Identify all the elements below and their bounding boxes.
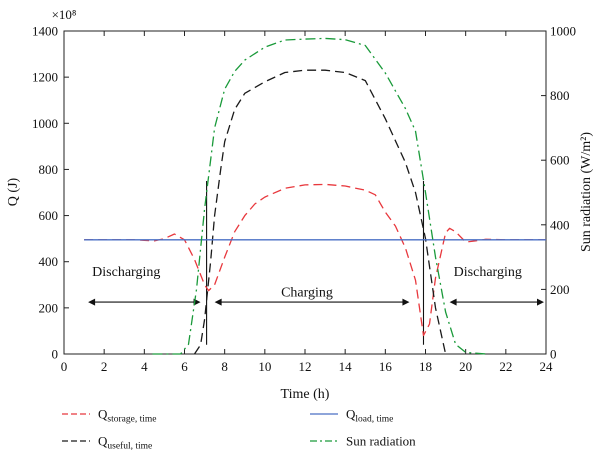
y2-tick-label: 400 <box>550 217 570 232</box>
x-tick-label: 20 <box>459 359 472 374</box>
arrow-head <box>402 298 410 306</box>
x-tick-label: 16 <box>379 359 393 374</box>
x-tick-label: 22 <box>499 359 512 374</box>
y-tick-label: 600 <box>39 208 59 223</box>
y2-tick-label: 1000 <box>550 24 576 39</box>
arrow-head <box>536 298 544 306</box>
legend-label-storage: Qstorage, time <box>98 407 156 425</box>
x-tick-label: 2 <box>101 359 108 374</box>
x-tick-label: 6 <box>181 359 188 374</box>
series-lines <box>84 37 546 355</box>
y2-tick-label: 800 <box>550 88 570 103</box>
y-tick-label: 0 <box>52 347 59 362</box>
x-tick-label: 8 <box>221 359 228 374</box>
plot-frame <box>63 30 547 355</box>
y2-tick-label: 0 <box>550 347 557 362</box>
y2-tick-label: 200 <box>550 282 570 297</box>
x-tick-label: 10 <box>258 359 271 374</box>
arrow-head <box>88 298 96 306</box>
chart-annotations: Discharging Charging Discharging <box>92 265 522 301</box>
x-tick-label: 24 <box>540 359 554 374</box>
x-tick-label: 0 <box>61 359 68 374</box>
y-tick-label: 1200 <box>32 70 58 85</box>
x-tick-label: 18 <box>419 359 432 374</box>
y-tick-label: 1400 <box>32 24 58 39</box>
arrow-head <box>449 298 457 306</box>
legend: Qstorage, time Quseful, time Qload, time Su… <box>62 407 416 452</box>
chart-marks <box>88 180 544 345</box>
legend-label-sun: Sun radiation <box>346 434 416 449</box>
arrow-head <box>214 298 222 306</box>
period-label: Discharging <box>92 265 160 280</box>
y-tick-label: 800 <box>39 162 59 177</box>
y2-tick-label: 600 <box>550 153 570 168</box>
y-tick-label: 1000 <box>32 116 58 131</box>
series-line-storage <box>84 183 546 337</box>
period-label: Discharging <box>454 265 522 280</box>
axis-ticks: 0 2 4 6 8 10 12 14 16 18 20 22 240200400600800100012… <box>32 24 576 375</box>
period-label: Charging <box>281 286 333 301</box>
y-tick-label: 200 <box>39 300 59 315</box>
x-tick-label: 4 <box>141 359 148 374</box>
y-tick-label: 400 <box>39 254 59 269</box>
y-axis-title: Q (J) <box>6 177 21 206</box>
legend-label-useful: Quseful, time <box>98 434 152 452</box>
y-axis-multiplier: ×10⁸ <box>52 7 77 22</box>
series-line-sun <box>152 37 486 355</box>
x-tick-label: 12 <box>299 359 312 374</box>
series-line-useful <box>193 69 447 355</box>
y2-axis-title: Sun radiation (W/m²) <box>579 132 594 252</box>
x-axis-title: Time (h) <box>281 387 330 402</box>
legend-label-load: Qload, time <box>346 407 393 425</box>
x-tick-label: 14 <box>339 359 353 374</box>
